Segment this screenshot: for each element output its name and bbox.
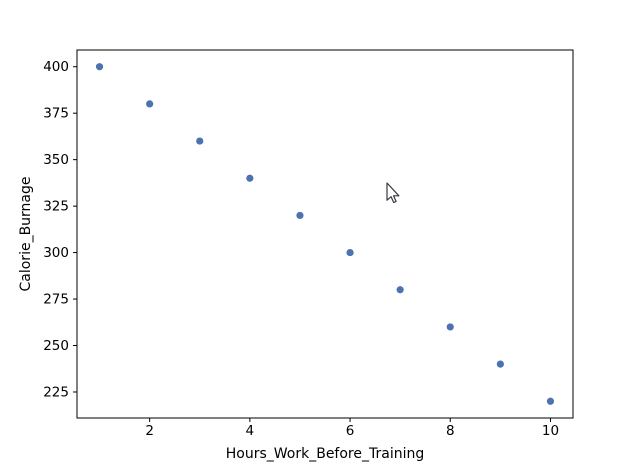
scatter-points: [95, 63, 555, 405]
arrow-cursor-shape: [386, 182, 400, 204]
scatter-point: [95, 63, 104, 71]
scatter-point: [546, 397, 555, 405]
y-tick-label: 300: [43, 245, 69, 261]
y-tick-label: 325: [43, 199, 69, 215]
x-tick-label: 6: [346, 423, 355, 439]
x-tick-label: 2: [145, 423, 154, 439]
scatter-point: [196, 137, 204, 145]
scatter-point: [396, 286, 404, 294]
scatter-point: [346, 248, 354, 257]
y-axis-ticks: 225 250 275 300 325 350 375 400: [43, 59, 77, 400]
scatter-point: [496, 360, 504, 368]
y-tick-label: 400: [43, 59, 69, 75]
plot-area: [76, 49, 574, 419]
x-axis-label: Hours_Work_Before_Training: [226, 446, 424, 462]
y-tick-label: 225: [43, 384, 69, 400]
x-axis-ticks: 2 4 6 8 10: [145, 418, 559, 439]
scatter-point: [296, 211, 304, 220]
scatter-point: [446, 323, 454, 331]
y-axis-label: Calorie_Burnage: [18, 176, 34, 291]
x-tick-label: 4: [246, 423, 255, 439]
y-tick-label: 250: [43, 338, 69, 354]
y-tick-label: 275: [43, 292, 69, 308]
y-tick-label: 350: [43, 152, 69, 168]
x-tick-label: 8: [446, 423, 455, 439]
scatter-point: [246, 174, 254, 182]
y-tick-label: 375: [43, 106, 69, 122]
scatter-point: [146, 100, 154, 108]
arrow-cursor-icon: [386, 182, 400, 204]
x-tick-label: 10: [542, 423, 559, 439]
